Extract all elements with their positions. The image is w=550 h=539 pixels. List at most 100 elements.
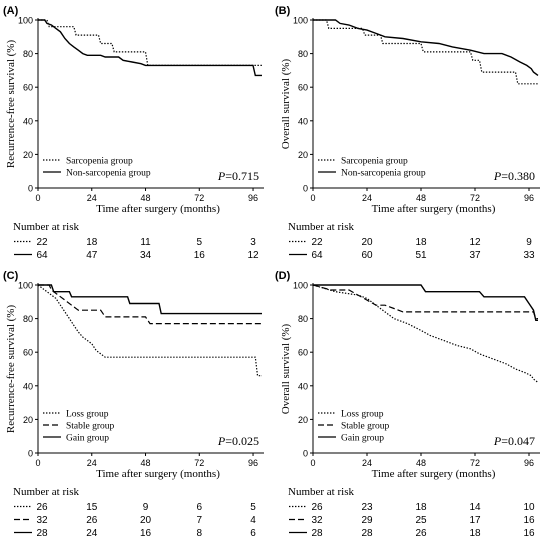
risk-count: 9: [526, 237, 532, 248]
p-symbol: P: [493, 169, 502, 183]
series-line-solid: [313, 19, 539, 76]
panel-label: (D): [275, 270, 291, 282]
y-tick-label: 100: [18, 281, 33, 291]
risk-count: 26: [415, 528, 427, 539]
p-value: P=0.715: [217, 169, 259, 183]
y-tick-label: 60: [23, 83, 33, 93]
panel-label: (A): [3, 5, 19, 17]
risk-count: 33: [523, 250, 535, 261]
p-value-number: =0.047: [501, 434, 535, 448]
panel-1: (B) 0 20 40 60 80 100 0 24 48 72 96 Time after surge…: [275, 5, 540, 261]
y-tick-label: 40: [23, 116, 33, 126]
y-tick-label: 80: [23, 314, 33, 324]
risk-count: 16: [523, 515, 535, 526]
y-tick-label: 100: [293, 16, 308, 26]
p-symbol: P: [493, 434, 502, 448]
series-line-dashed: [38, 284, 262, 325]
risk-count: 12: [469, 237, 481, 248]
risk-count: 18: [415, 237, 427, 248]
p-symbol: P: [217, 169, 226, 183]
p-value-number: =0.715: [225, 169, 259, 183]
series-line-dotted: [313, 19, 538, 85]
y-tick-label: 40: [298, 381, 308, 391]
x-tick-label: 48: [141, 193, 151, 203]
risk-count: 17: [469, 515, 481, 526]
series-line-dashed: [312, 284, 538, 320]
x-tick-label: 96: [524, 458, 534, 468]
y-tick-label: 100: [293, 281, 308, 291]
risk-count: 26: [36, 502, 48, 513]
risk-count: 5: [196, 237, 202, 248]
p-value: P=0.047: [493, 434, 535, 448]
p-symbol: P: [217, 434, 226, 448]
risk-count: 64: [311, 250, 323, 261]
risk-count: 6: [196, 502, 202, 513]
series-line-solid: [38, 284, 262, 315]
x-tick-label: 0: [310, 193, 315, 203]
x-tick-label: 96: [248, 458, 258, 468]
x-axis-label: Time after surgery (months): [96, 468, 220, 480]
risk-count: 10: [523, 502, 535, 513]
risk-count: 22: [311, 237, 323, 248]
risk-count: 28: [361, 528, 373, 539]
risk-table-title: Number at risk: [13, 486, 79, 498]
y-tick-label: 20: [23, 150, 33, 160]
risk-count: 14: [469, 502, 481, 513]
x-tick-label: 24: [87, 458, 97, 468]
risk-count: 9: [143, 502, 149, 513]
series-line-dotted: [38, 19, 262, 66]
risk-count: 18: [86, 237, 98, 248]
y-tick-label: 20: [23, 415, 33, 425]
x-tick-label: 48: [416, 458, 426, 468]
legend-label: Loss group: [66, 410, 109, 420]
series-line-solid: [313, 284, 538, 321]
legend-label: Sarcopenia group: [66, 157, 133, 167]
risk-count: 26: [86, 515, 98, 526]
risk-count: 18: [415, 502, 427, 513]
risk-count: 16: [140, 528, 152, 539]
x-axis-label: Time after surgery (months): [96, 203, 220, 215]
y-tick-label: 0: [303, 449, 308, 459]
panel-3: (D) 0 20 40 60 80 100 0 24 48 72 96 Time after surge…: [275, 270, 540, 539]
risk-count: 26: [311, 502, 323, 513]
x-tick-label: 48: [416, 193, 426, 203]
x-tick-label: 0: [35, 458, 40, 468]
legend-label: Sarcopenia group: [341, 157, 408, 167]
risk-count: 8: [196, 528, 202, 539]
risk-count: 37: [469, 250, 481, 261]
y-axis-label: Recurrence-free survival (%): [5, 305, 17, 434]
y-tick-label: 20: [298, 150, 308, 160]
risk-count: 23: [361, 502, 373, 513]
risk-count: 16: [523, 528, 535, 539]
legend-label: Loss group: [341, 410, 384, 420]
risk-count: 22: [36, 237, 48, 248]
y-tick-label: 80: [23, 49, 33, 59]
risk-count: 60: [361, 250, 373, 261]
series-line-dotted: [312, 284, 539, 383]
panel-label: (B): [275, 5, 291, 17]
x-tick-label: 72: [194, 458, 204, 468]
y-tick-label: 60: [298, 83, 308, 93]
legend-label: Non-sarcopenia group: [66, 169, 151, 179]
risk-count: 64: [36, 250, 48, 261]
y-tick-label: 60: [23, 348, 33, 358]
y-axis-label: Overall survival (%): [280, 58, 292, 149]
risk-count: 3: [250, 237, 256, 248]
y-axis-label: Overall survival (%): [280, 323, 292, 414]
x-tick-label: 72: [194, 193, 204, 203]
risk-count: 15: [86, 502, 98, 513]
risk-count: 34: [140, 250, 152, 261]
risk-count: 28: [36, 528, 48, 539]
risk-count: 12: [247, 250, 259, 261]
risk-count: 5: [250, 502, 256, 513]
x-tick-label: 24: [362, 458, 372, 468]
y-tick-label: 60: [298, 348, 308, 358]
risk-count: 18: [469, 528, 481, 539]
x-tick-label: 0: [310, 458, 315, 468]
p-value: P=0.025: [217, 434, 259, 448]
y-tick-label: 80: [298, 49, 308, 59]
x-tick-label: 24: [87, 193, 97, 203]
y-tick-label: 80: [298, 314, 308, 324]
risk-count: 51: [415, 250, 427, 261]
risk-table-title: Number at risk: [288, 221, 354, 233]
